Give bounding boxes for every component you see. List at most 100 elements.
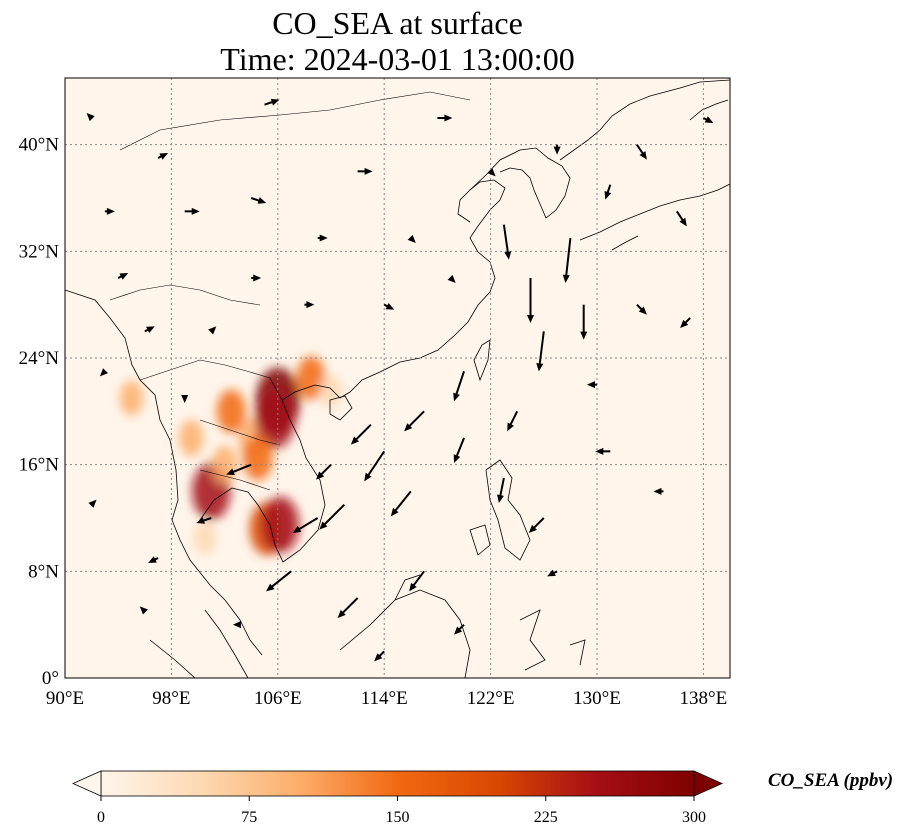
wind-arrow-head bbox=[232, 621, 241, 629]
wind-arrow bbox=[88, 499, 97, 508]
map-frame bbox=[64, 77, 731, 679]
wind-arrow bbox=[407, 234, 416, 243]
wind-arrow-head bbox=[253, 274, 262, 282]
wind-arrow bbox=[453, 437, 465, 463]
wind-arrow-shaft bbox=[353, 423, 372, 442]
wind-arrow-head bbox=[587, 381, 595, 389]
lon-tick-label: 122°E bbox=[467, 688, 515, 709]
map-subtitle-time: Time: 2024-03-01 13:00:00 bbox=[220, 41, 575, 77]
wind-arrow bbox=[507, 410, 519, 432]
wind-arrow bbox=[374, 650, 385, 662]
wind-arrow-shaft bbox=[269, 570, 292, 589]
lat-tick-label: 8°N bbox=[28, 561, 59, 582]
wind-arrow-head bbox=[86, 113, 95, 122]
coastlines bbox=[65, 79, 730, 678]
coastline-korea-china-north bbox=[469, 147, 571, 219]
wind-arrow-shaft bbox=[454, 371, 465, 397]
wind-arrow-head bbox=[653, 487, 662, 495]
wind-arrow bbox=[595, 447, 611, 455]
wind-arrow bbox=[144, 326, 155, 334]
latitude-ticks: 0° 8°N 16°N 24°N 32°N 40°N bbox=[19, 135, 60, 689]
wind-arrow-head bbox=[536, 362, 544, 372]
wind-arrow bbox=[390, 490, 412, 517]
wind-arrow-head bbox=[638, 306, 647, 315]
wind-arrow bbox=[604, 184, 612, 200]
lon-tick-label: 90°E bbox=[46, 688, 84, 709]
wind-arrow bbox=[383, 302, 395, 310]
wind-arrow-head bbox=[680, 319, 689, 328]
wind-arrow bbox=[350, 423, 372, 445]
wind-arrow-head bbox=[181, 395, 189, 403]
wind-arrow-head bbox=[99, 368, 109, 377]
wind-arrow bbox=[454, 623, 465, 635]
wind-arrow-head bbox=[226, 468, 235, 475]
lon-tick-label: 130°E bbox=[573, 688, 621, 709]
wind-arrow-head bbox=[148, 556, 157, 563]
wind-arrow bbox=[527, 278, 534, 323]
colorbar-extend-min bbox=[72, 770, 102, 797]
wind-arrow bbox=[86, 113, 95, 122]
wind-arrow-head bbox=[409, 582, 417, 592]
wind-arrow-shaft bbox=[411, 570, 425, 588]
wind-arrow bbox=[653, 487, 664, 495]
wind-arrow bbox=[502, 224, 512, 260]
wind-arrow-head bbox=[639, 151, 647, 160]
coastline-hainan bbox=[329, 395, 353, 421]
coastline-islands bbox=[519, 609, 586, 671]
lon-tick-label: 106°E bbox=[254, 688, 302, 709]
lon-tick-label: 138°E bbox=[680, 688, 728, 709]
wind-arrow-head bbox=[266, 583, 275, 592]
wind-arrow bbox=[251, 274, 262, 282]
wind-arrow bbox=[547, 569, 558, 577]
wind-arrow-head bbox=[704, 116, 714, 123]
co-hotspot bbox=[179, 419, 204, 457]
wind-arrow-head bbox=[453, 454, 461, 463]
wind-arrow bbox=[553, 144, 561, 155]
wind-arrow bbox=[316, 463, 332, 480]
co-hotspot bbox=[242, 435, 273, 481]
wind-arrow-head bbox=[292, 525, 302, 533]
gridlines bbox=[65, 78, 730, 678]
wind-arrow bbox=[447, 274, 456, 283]
wind-arrow-head bbox=[679, 217, 687, 227]
wind-vectors bbox=[86, 98, 714, 662]
wind-arrow-head bbox=[404, 423, 413, 432]
wind-arrow-head bbox=[191, 207, 200, 215]
wind-arrow-shaft bbox=[502, 224, 510, 255]
colorbar-extend-max bbox=[693, 770, 723, 797]
coastline-mainland bbox=[65, 289, 263, 656]
coastline-japan bbox=[579, 99, 730, 251]
wind-arrow-shaft bbox=[296, 517, 319, 532]
colorbar-label: CO_SEA (ppbv) bbox=[768, 770, 894, 791]
wind-arrow bbox=[184, 207, 200, 215]
map-title: CO_SEA at surface bbox=[272, 5, 523, 41]
wind-arrow bbox=[587, 381, 597, 389]
wind-arrow bbox=[319, 503, 346, 530]
wind-arrow bbox=[157, 153, 169, 160]
wind-arrow-head bbox=[159, 153, 169, 160]
coastline-philippines bbox=[469, 459, 531, 561]
wind-arrow-head bbox=[306, 301, 315, 309]
co-hotspot bbox=[119, 380, 144, 416]
longitude-ticks: 90°E 98°E 106°E 114°E 122°E 130°E 138°E bbox=[46, 688, 727, 709]
wind-arrow bbox=[437, 114, 453, 122]
wind-arrow-head bbox=[504, 251, 512, 260]
wind-arrow-head bbox=[208, 326, 217, 335]
wind-arrow-shaft bbox=[230, 463, 252, 474]
wind-arrow-head bbox=[528, 524, 537, 533]
country-borders bbox=[109, 91, 471, 491]
co-hotspot bbox=[193, 521, 216, 555]
wind-arrow-head bbox=[527, 315, 534, 323]
wind-arrow bbox=[562, 237, 572, 283]
lat-tick-label: 40°N bbox=[19, 135, 60, 156]
wind-arrow bbox=[404, 410, 425, 432]
wind-arrow-shaft bbox=[564, 237, 572, 279]
wind-arrow-head bbox=[407, 234, 416, 243]
lon-tick-label: 114°E bbox=[361, 688, 408, 709]
lon-tick-label: 98°E bbox=[152, 688, 190, 709]
wind-arrow bbox=[453, 371, 465, 402]
wind-arrow bbox=[680, 317, 691, 328]
wind-arrow bbox=[181, 395, 189, 403]
coastline-taiwan bbox=[473, 339, 491, 382]
